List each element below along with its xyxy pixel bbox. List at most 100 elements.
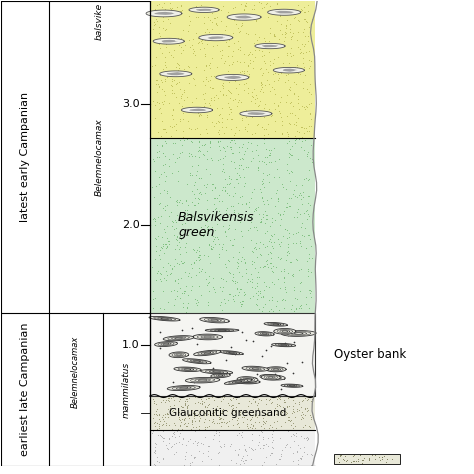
Point xyxy=(208,246,216,253)
Point xyxy=(152,276,160,284)
Point xyxy=(285,394,292,401)
Point xyxy=(179,128,187,135)
Point xyxy=(242,2,250,9)
Point xyxy=(163,396,170,403)
Point xyxy=(156,45,164,52)
Point xyxy=(214,156,221,164)
Point xyxy=(229,292,237,300)
Point xyxy=(171,139,179,147)
Point xyxy=(257,78,264,85)
Point xyxy=(231,139,238,147)
Point xyxy=(283,139,291,147)
Point xyxy=(151,418,159,426)
Point xyxy=(220,59,228,67)
Point xyxy=(240,58,247,66)
Point xyxy=(265,37,273,45)
Point xyxy=(170,123,178,130)
Point xyxy=(171,301,178,309)
Point xyxy=(167,6,175,13)
Point xyxy=(175,41,182,48)
Bar xyxy=(150,396,315,430)
Point xyxy=(237,0,245,8)
Point xyxy=(254,164,262,172)
Point xyxy=(207,76,214,83)
Point xyxy=(249,421,257,428)
Point xyxy=(155,431,162,438)
Point xyxy=(259,193,266,201)
Point xyxy=(294,95,301,102)
Point xyxy=(305,122,312,129)
Point xyxy=(294,456,301,464)
Point xyxy=(218,410,226,417)
Point xyxy=(215,130,222,137)
Point xyxy=(277,20,285,27)
Point xyxy=(213,419,220,427)
Point xyxy=(269,293,276,301)
Point xyxy=(232,395,240,403)
Point xyxy=(297,411,305,419)
Point xyxy=(250,245,257,252)
Point xyxy=(225,417,233,425)
Point xyxy=(206,60,213,67)
Point xyxy=(151,217,159,225)
Point xyxy=(240,150,248,158)
Point xyxy=(237,27,244,35)
Point xyxy=(255,305,263,312)
Point xyxy=(177,2,185,9)
Point xyxy=(229,58,237,66)
Point xyxy=(260,113,268,120)
Point xyxy=(237,218,244,226)
Point xyxy=(182,441,190,449)
Point xyxy=(220,169,228,176)
Point xyxy=(277,255,285,262)
Point xyxy=(268,242,275,249)
Point xyxy=(253,401,261,409)
Point xyxy=(285,137,293,145)
Point xyxy=(235,28,242,36)
Point xyxy=(154,2,161,9)
Point xyxy=(218,54,225,62)
Point xyxy=(265,170,273,178)
Point xyxy=(261,100,269,108)
Point xyxy=(253,246,260,253)
Point xyxy=(184,27,191,35)
Point xyxy=(245,50,253,58)
Point xyxy=(273,189,280,197)
Point xyxy=(304,8,312,15)
Point xyxy=(169,408,176,415)
Point xyxy=(190,182,198,189)
Point xyxy=(303,216,310,223)
Point xyxy=(182,196,190,204)
Point xyxy=(165,439,173,447)
Point xyxy=(203,155,211,163)
Point xyxy=(151,449,158,457)
Point xyxy=(299,231,306,238)
Point xyxy=(149,36,157,44)
Point xyxy=(235,179,242,187)
Point xyxy=(212,91,219,99)
Point xyxy=(171,246,178,253)
Point xyxy=(269,263,276,270)
Point xyxy=(269,450,276,457)
Point xyxy=(290,408,298,416)
Point xyxy=(263,196,271,203)
Point xyxy=(250,223,257,231)
Point xyxy=(300,448,307,456)
Point xyxy=(220,295,228,302)
Point xyxy=(232,12,239,20)
Point xyxy=(336,451,344,458)
Point xyxy=(161,228,169,236)
Point xyxy=(221,260,229,267)
Point xyxy=(293,407,301,414)
Point xyxy=(200,13,208,21)
Point xyxy=(252,410,259,418)
Point xyxy=(153,405,160,413)
Point xyxy=(274,70,282,78)
Point xyxy=(306,64,313,72)
Point xyxy=(153,401,160,408)
Point xyxy=(211,226,219,233)
Point xyxy=(175,261,182,268)
Point xyxy=(293,405,301,412)
Point xyxy=(166,19,174,27)
Point xyxy=(195,282,203,290)
